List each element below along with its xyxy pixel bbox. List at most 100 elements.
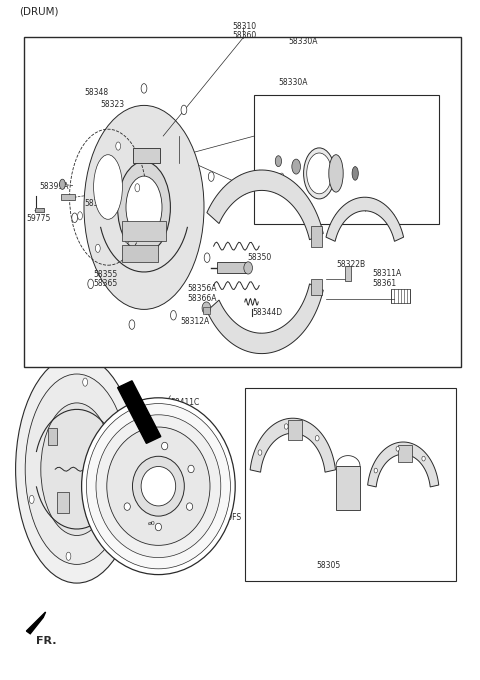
Text: 58312A: 58312A [180,317,209,326]
Polygon shape [250,418,336,472]
Ellipse shape [315,435,319,441]
Bar [288,420,302,440]
Bar [336,466,360,510]
Text: (DRUM): (DRUM) [19,7,59,17]
Polygon shape [207,284,323,354]
Ellipse shape [124,503,131,510]
Bar [61,194,75,200]
Bar [85,488,95,507]
Ellipse shape [186,503,192,510]
Ellipse shape [111,522,116,530]
Ellipse shape [84,105,204,309]
Ellipse shape [279,173,284,181]
Bar [345,266,351,281]
Ellipse shape [82,398,235,575]
Ellipse shape [170,311,176,320]
Ellipse shape [60,180,65,190]
Ellipse shape [276,156,281,167]
Bar [35,208,44,212]
Polygon shape [368,442,439,487]
Text: 59775: 59775 [26,214,51,223]
Text: 58323: 58323 [101,100,125,109]
Ellipse shape [204,253,210,262]
Ellipse shape [244,262,252,274]
Ellipse shape [202,302,211,314]
Text: 58330A: 58330A [278,78,308,87]
Ellipse shape [86,404,230,568]
Bar [24,37,461,367]
Ellipse shape [132,456,184,516]
Ellipse shape [67,77,221,339]
Text: 58365: 58365 [94,279,118,288]
Text: 58399A: 58399A [39,182,69,191]
Bar [398,445,412,462]
Ellipse shape [304,148,335,199]
Text: 58310: 58310 [233,22,257,31]
Text: 58322B: 58322B [336,260,365,269]
Bar [133,148,160,163]
Text: 58344D: 58344D [252,308,282,317]
Polygon shape [26,612,46,634]
Bar [311,279,322,295]
Ellipse shape [107,427,210,545]
Text: 58330A: 58330A [288,37,317,46]
Ellipse shape [188,465,194,473]
Ellipse shape [422,456,425,461]
Polygon shape [326,197,404,241]
Ellipse shape [126,176,162,239]
Ellipse shape [284,424,288,429]
Text: ø0: ø0 [147,521,155,526]
Polygon shape [118,381,161,443]
Text: 1220FS: 1220FS [214,513,242,522]
Text: 58350: 58350 [247,253,272,262]
Text: FR.: FR. [36,636,57,646]
Ellipse shape [83,378,87,386]
Ellipse shape [125,235,130,243]
Bar [122,245,158,262]
Bar [245,388,456,581]
Ellipse shape [292,159,300,174]
Ellipse shape [96,415,221,558]
Ellipse shape [155,524,161,531]
Ellipse shape [162,442,168,449]
Ellipse shape [25,374,129,564]
Ellipse shape [120,435,124,443]
Text: 58356A: 58356A [187,284,216,293]
Ellipse shape [129,320,135,329]
Bar [391,289,410,303]
Bar [254,95,439,224]
Ellipse shape [15,355,138,583]
Ellipse shape [88,279,94,288]
Ellipse shape [96,244,100,252]
Ellipse shape [396,447,399,452]
Ellipse shape [307,153,332,194]
Bar [57,492,69,513]
Ellipse shape [374,468,377,473]
Ellipse shape [329,154,343,192]
Text: 58305: 58305 [317,561,341,570]
Bar [311,226,322,247]
Text: 58311A: 58311A [372,269,401,278]
Ellipse shape [29,495,34,503]
Text: 58360: 58360 [233,31,257,40]
Text: 58355: 58355 [94,270,118,279]
Text: 58386B: 58386B [84,199,113,207]
Bar [217,262,248,273]
Ellipse shape [141,466,176,506]
Text: 58411C: 58411C [170,398,200,407]
Ellipse shape [208,172,214,182]
Ellipse shape [94,155,122,219]
Bar [203,307,210,314]
Text: 58348: 58348 [84,88,108,97]
Ellipse shape [66,552,71,560]
Bar [122,221,166,241]
Polygon shape [207,170,323,240]
Bar [48,428,57,445]
Text: 58361: 58361 [372,279,396,288]
Ellipse shape [41,403,113,536]
Text: 58366A: 58366A [187,294,216,303]
Ellipse shape [116,142,120,150]
Ellipse shape [118,162,170,254]
Ellipse shape [135,184,140,192]
Ellipse shape [352,167,358,180]
